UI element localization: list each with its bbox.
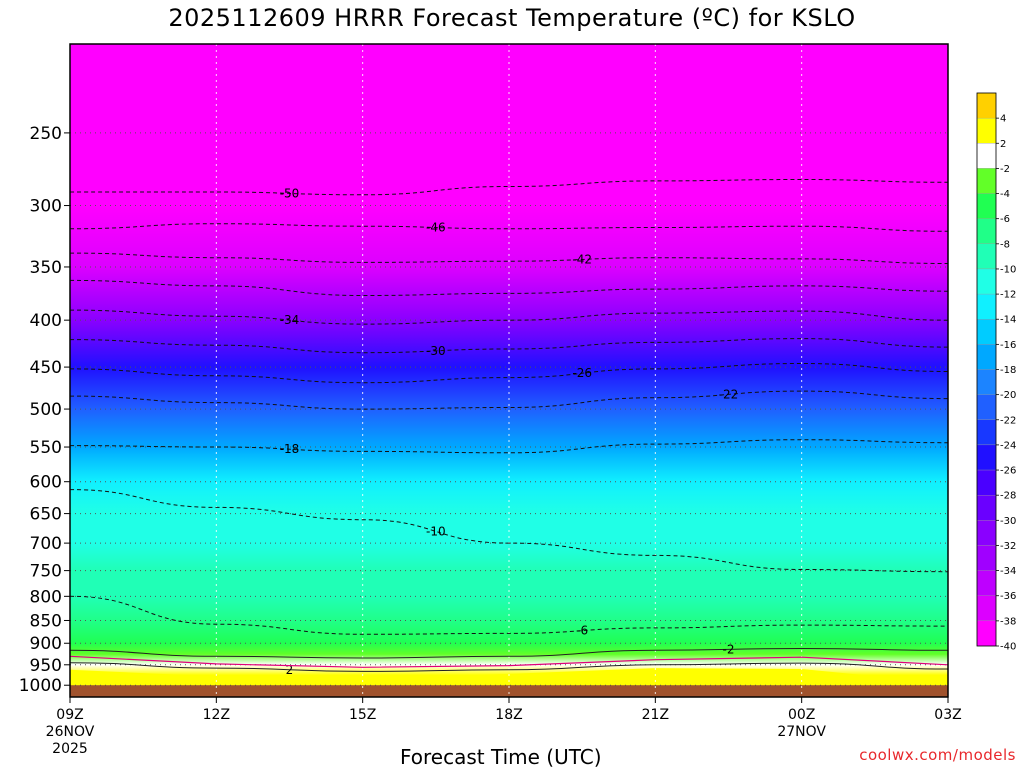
colorbar-swatch-20 <box>976 595 997 622</box>
colorbar-swatch-17 <box>976 520 997 546</box>
colorbar-label--32: -32 <box>1000 541 1016 552</box>
colorbar-swatch-10 <box>976 344 997 370</box>
colorbar-swatch-0 <box>976 92 997 119</box>
colorbar-label-4: 4 <box>1000 114 1006 125</box>
colorbar-swatch-11 <box>976 369 997 395</box>
colorbar-swatch-3 <box>976 168 997 194</box>
contour-label--46: -46 <box>426 221 446 235</box>
y-tick-label-700: 700 <box>30 534 62 554</box>
colorbar-label--36: -36 <box>1000 591 1016 602</box>
x-axis-title: Forecast Time (UTC) <box>400 745 602 769</box>
chart-title: 2025112609 HRRR Forecast Temperature (ºC… <box>168 4 856 32</box>
colorbar-swatch-12 <box>976 394 997 420</box>
colorbar-swatch-13 <box>976 419 997 446</box>
colorbar-label--18: -18 <box>1000 365 1016 376</box>
colorbar-swatch-19 <box>976 570 997 596</box>
y-tick-label-550: 550 <box>30 438 62 458</box>
colorbar-label--22: -22 <box>1000 415 1016 426</box>
contour-label--18: -18 <box>280 442 300 456</box>
contour--6 <box>70 595 948 635</box>
colorbar-label--40: -40 <box>1000 642 1016 653</box>
colorbar-swatch-8 <box>976 293 997 320</box>
y-axis: 250 300 350 400 450 500 550 600 650 700 750 800 850 9… <box>19 124 70 696</box>
colorbar-swatch-4 <box>976 193 997 219</box>
x-tick-sublabel: 2025 <box>52 741 88 757</box>
credit-link[interactable]: coolwx.com/models <box>859 746 1016 764</box>
y-tick-label-500: 500 <box>30 400 62 420</box>
colorbar-swatch-18 <box>976 545 997 571</box>
above-freezing-region <box>70 668 948 686</box>
y-tick-label-900: 900 <box>30 634 62 654</box>
colorbar-swatch-21 <box>976 620 997 647</box>
contour-label--26: -26 <box>572 366 592 380</box>
colorbar-swatch-9 <box>976 319 997 345</box>
colorbar-legend: 4 2 -2 -4 -6 -8 -10 -12 -14 -16 -18 -20 -22 -24 -26 -28… <box>976 92 1016 653</box>
contour-label--2: -2 <box>723 642 735 656</box>
contour-lines: -50-46-42-34-30-26-22-18-10-6-22 <box>70 178 948 677</box>
contour--42 <box>70 252 948 264</box>
freezing-line <box>70 655 948 668</box>
colorbar-label--16: -16 <box>1000 340 1016 351</box>
colorbar-swatch-2 <box>976 143 997 169</box>
contour-label-2: 2 <box>286 663 294 677</box>
colorbar-label--26: -26 <box>1000 466 1016 477</box>
contour-label--22: -22 <box>719 387 739 401</box>
colorbar-label--34: -34 <box>1000 566 1016 577</box>
contour--10 <box>70 489 948 573</box>
colorbar-label--8: -8 <box>1000 239 1010 250</box>
colorbar-label--6: -6 <box>1000 214 1010 225</box>
contour-label--34: -34 <box>280 313 300 327</box>
contour--2 <box>70 647 948 659</box>
y-tick-label-750: 750 <box>30 562 62 582</box>
colorbar-label--28: -28 <box>1000 491 1016 502</box>
colorbar-label--24: -24 <box>1000 440 1016 451</box>
contour-label--42: -42 <box>572 252 592 266</box>
y-tick-label-450: 450 <box>30 358 62 378</box>
colorbar-label--30: -30 <box>1000 516 1016 527</box>
colorbar-label--10: -10 <box>1000 264 1016 275</box>
colorbar-swatch-7 <box>976 268 997 295</box>
colorbar-label-2: 2 <box>1000 139 1006 150</box>
x-tick-sublabel: 26NOV <box>46 724 95 740</box>
contour-label--10: -10 <box>426 524 446 538</box>
contour-label--30: -30 <box>426 344 446 358</box>
colorbar-swatch-14 <box>976 444 997 471</box>
colorbar-swatch-5 <box>976 218 997 244</box>
y-tick-label-400: 400 <box>30 311 62 331</box>
colorbar-swatch-1 <box>976 117 997 144</box>
x-tick-sublabel: 27NOV <box>777 724 826 740</box>
y-tick-label-250: 250 <box>30 124 62 144</box>
y-tick-label-650: 650 <box>30 505 62 525</box>
y-tick-label-300: 300 <box>30 197 62 217</box>
y-tick-label-600: 600 <box>30 473 62 493</box>
contour--46 <box>70 223 948 232</box>
y-tick-label-950: 950 <box>30 656 62 676</box>
y-tick-label-800: 800 <box>30 587 62 607</box>
x-tick-label-12Z: 12Z <box>203 707 230 723</box>
colorbar-label--38: -38 <box>1000 616 1016 627</box>
y-tick-label-350: 350 <box>30 258 62 278</box>
x-tick-label-18Z: 18Z <box>495 707 522 723</box>
x-tick-label-00Z: 00Z <box>788 707 815 723</box>
colorbar-swatch-16 <box>976 495 997 521</box>
contour-label--50: -50 <box>280 186 300 200</box>
surface-ground <box>70 685 948 697</box>
x-tick-label-21Z: 21Z <box>642 707 669 723</box>
contour-2 <box>70 662 948 672</box>
colorbar-label--4: -4 <box>1000 189 1010 200</box>
colorbar-swatch-6 <box>976 243 997 270</box>
y-tick-label-850: 850 <box>30 611 62 631</box>
colorbar-label--12: -12 <box>1000 290 1016 301</box>
x-tick-label-09Z: 09Z <box>56 707 83 723</box>
colorbar-label--14: -14 <box>1000 315 1016 326</box>
colorbar-label--2: -2 <box>1000 164 1010 175</box>
colorbar-swatch-15 <box>976 469 997 496</box>
colorbar-label--20: -20 <box>1000 390 1016 401</box>
x-tick-label-15Z: 15Z <box>349 707 376 723</box>
contour-label--6: -6 <box>576 624 588 638</box>
x-tick-label-03Z: 03Z <box>934 707 961 723</box>
y-tick-label-1000: 1000 <box>19 676 62 696</box>
